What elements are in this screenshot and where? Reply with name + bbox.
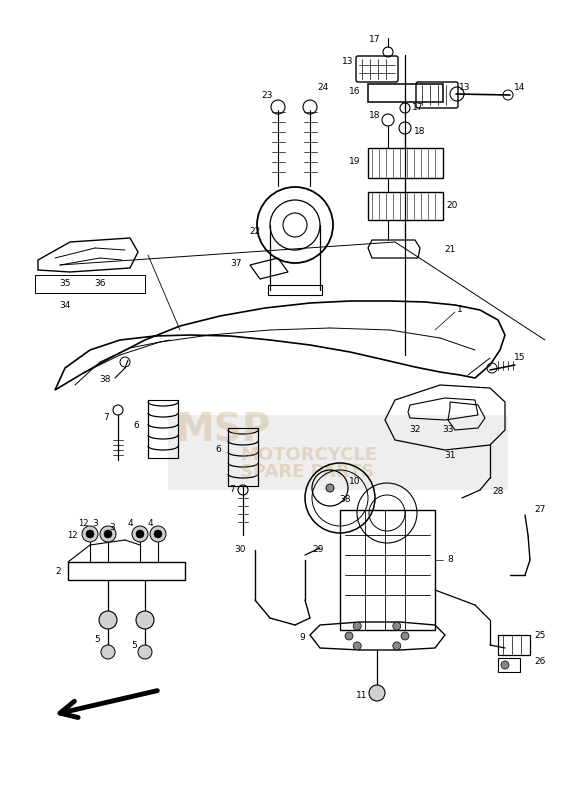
Text: 28: 28 bbox=[492, 487, 504, 496]
Text: 36: 36 bbox=[94, 280, 106, 288]
Text: 1: 1 bbox=[457, 305, 463, 315]
Text: 38: 38 bbox=[99, 376, 111, 384]
Circle shape bbox=[353, 622, 361, 630]
Bar bbox=[35, 275, 145, 293]
Text: 8: 8 bbox=[447, 555, 453, 565]
Circle shape bbox=[326, 484, 334, 492]
Text: 27: 27 bbox=[534, 506, 545, 515]
Text: 12: 12 bbox=[78, 519, 88, 528]
Text: 17: 17 bbox=[369, 35, 381, 45]
Circle shape bbox=[150, 526, 166, 542]
Text: 7: 7 bbox=[103, 414, 109, 423]
Text: 5: 5 bbox=[94, 635, 100, 645]
Text: 31: 31 bbox=[444, 451, 456, 459]
Text: 35: 35 bbox=[59, 280, 71, 288]
Text: 20: 20 bbox=[446, 201, 457, 209]
Text: 7: 7 bbox=[229, 486, 235, 495]
Text: 11: 11 bbox=[356, 690, 368, 699]
Bar bbox=[498, 635, 530, 655]
Text: 22: 22 bbox=[250, 228, 261, 237]
Text: 3: 3 bbox=[92, 519, 98, 528]
Text: 37: 37 bbox=[230, 260, 242, 268]
Circle shape bbox=[138, 645, 152, 659]
Circle shape bbox=[82, 526, 98, 542]
Text: 14: 14 bbox=[514, 84, 526, 93]
Bar bbox=[168, 415, 508, 490]
Text: 30: 30 bbox=[234, 546, 245, 555]
Bar bbox=[368, 148, 443, 178]
Bar bbox=[498, 658, 520, 672]
Text: 18: 18 bbox=[369, 110, 381, 120]
Circle shape bbox=[132, 526, 148, 542]
Text: 3: 3 bbox=[109, 523, 115, 532]
Text: 12: 12 bbox=[67, 531, 77, 539]
Circle shape bbox=[353, 642, 361, 650]
Text: 9: 9 bbox=[299, 634, 305, 642]
Text: 32: 32 bbox=[409, 426, 421, 435]
Text: 4: 4 bbox=[147, 519, 153, 528]
Bar bbox=[368, 84, 443, 102]
Text: MOTORCYCLE: MOTORCYCLE bbox=[240, 446, 377, 464]
Text: 15: 15 bbox=[514, 353, 526, 363]
Circle shape bbox=[393, 622, 401, 630]
Circle shape bbox=[86, 530, 94, 538]
Text: 18: 18 bbox=[414, 128, 426, 137]
Text: 13: 13 bbox=[342, 58, 354, 66]
Text: 26: 26 bbox=[534, 658, 545, 666]
Text: SPARE PARTS: SPARE PARTS bbox=[240, 463, 375, 481]
Circle shape bbox=[393, 642, 401, 650]
Circle shape bbox=[369, 685, 385, 701]
Text: 13: 13 bbox=[459, 84, 471, 93]
Text: 16: 16 bbox=[349, 88, 361, 97]
Text: 5: 5 bbox=[131, 641, 137, 650]
Text: 21: 21 bbox=[444, 245, 456, 255]
Text: MSP: MSP bbox=[175, 411, 270, 449]
Circle shape bbox=[501, 661, 509, 669]
Text: 17: 17 bbox=[412, 104, 424, 113]
Circle shape bbox=[401, 632, 409, 640]
Text: 25: 25 bbox=[534, 630, 545, 639]
Circle shape bbox=[100, 526, 116, 542]
Circle shape bbox=[99, 611, 117, 629]
Circle shape bbox=[136, 611, 154, 629]
Text: 23: 23 bbox=[261, 90, 273, 100]
Circle shape bbox=[136, 530, 144, 538]
Text: 6: 6 bbox=[215, 446, 221, 455]
Text: 2: 2 bbox=[55, 567, 61, 577]
Circle shape bbox=[101, 645, 115, 659]
Circle shape bbox=[104, 530, 112, 538]
Text: 34: 34 bbox=[59, 301, 71, 311]
Text: 19: 19 bbox=[349, 157, 361, 166]
Text: 38: 38 bbox=[339, 495, 351, 504]
Text: 4: 4 bbox=[127, 519, 133, 528]
Text: 29: 29 bbox=[312, 546, 324, 555]
Text: 10: 10 bbox=[349, 478, 361, 487]
Text: 33: 33 bbox=[442, 426, 454, 435]
Bar bbox=[368, 192, 443, 220]
Circle shape bbox=[154, 530, 162, 538]
Bar bbox=[340, 510, 435, 630]
Text: 6: 6 bbox=[133, 420, 139, 430]
Circle shape bbox=[345, 632, 353, 640]
Text: 24: 24 bbox=[317, 84, 329, 93]
